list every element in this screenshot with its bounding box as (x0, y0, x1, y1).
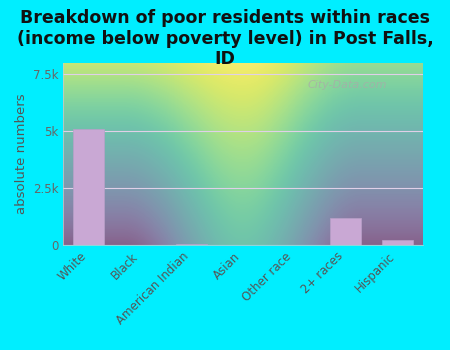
Bar (176, 244, 207, 245)
Bar (382, 240, 413, 245)
Text: City-Data.com: City-Data.com (308, 80, 387, 90)
Text: Breakdown of poor residents within races
(income below poverty level) in Post Fa: Breakdown of poor residents within races… (17, 9, 433, 68)
Bar (330, 218, 361, 245)
Bar (73, 129, 104, 245)
Y-axis label: absolute numbers: absolute numbers (15, 94, 28, 214)
